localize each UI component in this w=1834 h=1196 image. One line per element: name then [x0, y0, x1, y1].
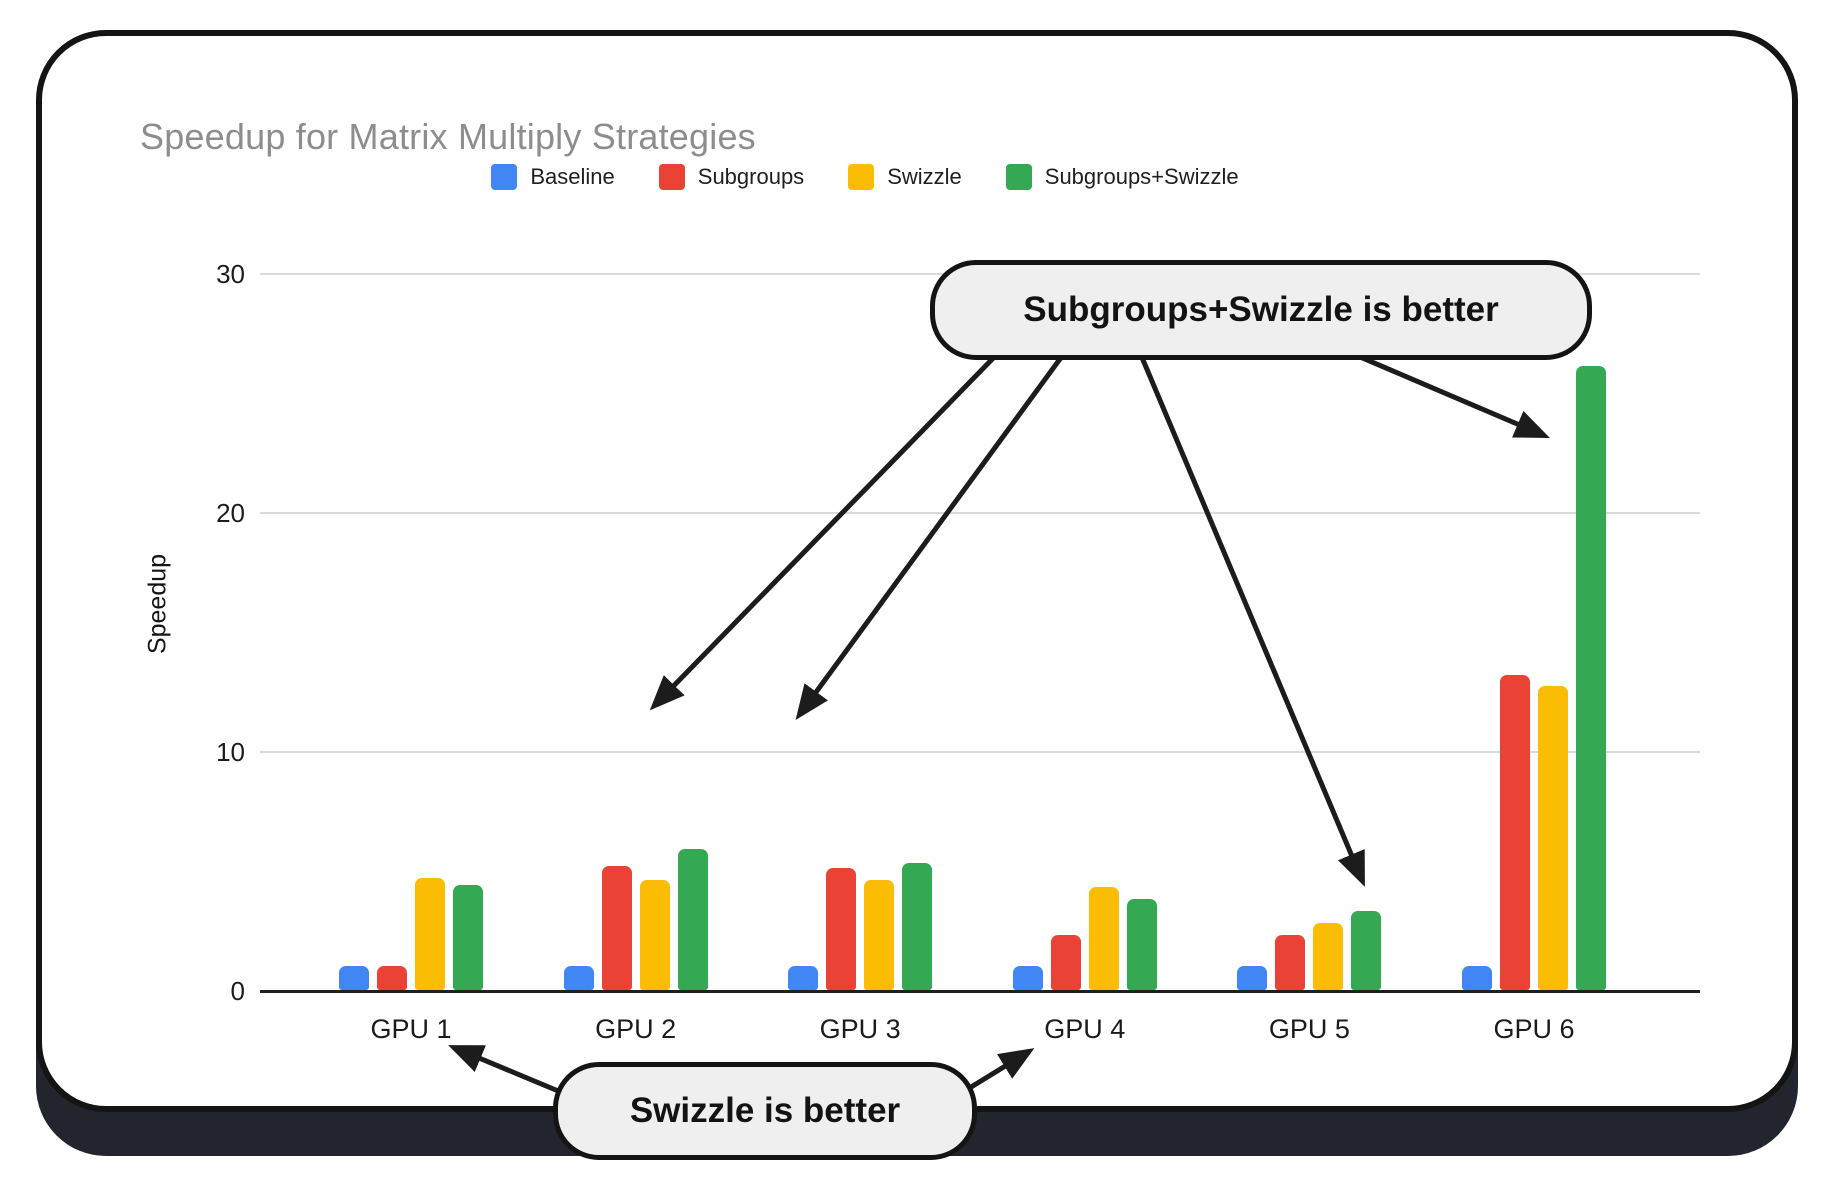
y-tick-label-30: 30	[216, 259, 245, 290]
legend-swatch-swizzle	[848, 164, 875, 190]
x-label-gpu-4: GPU 4	[1044, 1014, 1126, 1044]
y-tick-label-20: 20	[216, 498, 245, 528]
bar-gpu-5-swizzle	[1313, 923, 1344, 990]
callout-subgroups-swizzle-is-better: Subgroups+Swizzle is better	[930, 260, 1592, 360]
bar-gpu-3-baseline	[788, 966, 819, 990]
bar-gpu-2-subgroups	[601, 865, 632, 990]
legend-label-swizzle: Swizzle	[887, 164, 962, 189]
x-label-gpu-2: GPU 2	[595, 1014, 677, 1044]
bar-gpu-4-subgroups-swizzle	[1126, 899, 1157, 990]
bar-gpu-6-baseline	[1462, 966, 1492, 990]
legend-label-subgroups: Subgroups	[697, 164, 805, 189]
callout-swizzle-is-better: Swizzle is better	[553, 1062, 977, 1160]
bar-gpu-1-subgroups-swizzle	[453, 884, 483, 990]
bar-gpu-3-swizzle	[864, 880, 895, 990]
bar-gpu-4-swizzle	[1088, 887, 1119, 990]
gridline-20	[260, 512, 1700, 514]
bar-gpu-6-swizzle	[1538, 686, 1568, 990]
legend-swatch-subgroups	[658, 164, 685, 190]
legend-item-subgroups-swizzle: Subgroups+Swizzle	[1005, 164, 1239, 190]
gridline-10	[260, 751, 1700, 753]
x-label-gpu-3: GPU 3	[819, 1014, 901, 1044]
bar-gpu-2-subgroups-swizzle	[677, 848, 708, 990]
bar-gpu-1-baseline	[339, 966, 369, 990]
bar-gpu-2-baseline	[563, 966, 594, 990]
bar-gpu-6-subgroups-swizzle	[1576, 366, 1606, 990]
legend-label-subgroups-swizzle: Subgroups+Swizzle	[1044, 164, 1239, 189]
bar-gpu-3-subgroups-swizzle	[902, 863, 933, 990]
bar-gpu-5-baseline	[1237, 966, 1268, 990]
bar-gpu-2-swizzle	[639, 880, 670, 990]
legend-label-baseline: Baseline	[530, 164, 615, 189]
bar-gpu-5-subgroups	[1275, 935, 1306, 990]
bar-gpu-4-baseline	[1012, 966, 1043, 990]
y-tick-label-10: 10	[216, 737, 245, 767]
x-axis-line	[260, 990, 1700, 993]
legend-swatch-baseline	[491, 164, 518, 190]
legend-item-swizzle: Swizzle	[848, 164, 962, 190]
chart-title: Speedup for Matrix Multiply Strategies	[140, 116, 756, 157]
legend-item-subgroups: Subgroups	[658, 164, 805, 190]
bar-gpu-1-swizzle	[415, 877, 445, 990]
bar-gpu-6-subgroups	[1500, 674, 1530, 990]
x-label-gpu-6: GPU 6	[1493, 1014, 1575, 1044]
legend-item-baseline: Baseline	[491, 164, 615, 190]
bar-gpu-3-subgroups	[826, 868, 857, 990]
bar-gpu-1-subgroups	[377, 966, 407, 990]
bar-gpu-4-subgroups	[1050, 935, 1081, 990]
bar-gpu-5-subgroups-swizzle	[1351, 911, 1382, 990]
x-label-gpu-1: GPU 1	[370, 1014, 452, 1044]
y-tick-label-0: 0	[230, 976, 245, 1006]
x-label-gpu-5: GPU 5	[1268, 1014, 1350, 1044]
legend-swatch-subgroups-swizzle	[1005, 164, 1032, 190]
chart-legend: Baseline Subgroups Swizzle Subgroups+Swizzl…	[0, 164, 1746, 190]
